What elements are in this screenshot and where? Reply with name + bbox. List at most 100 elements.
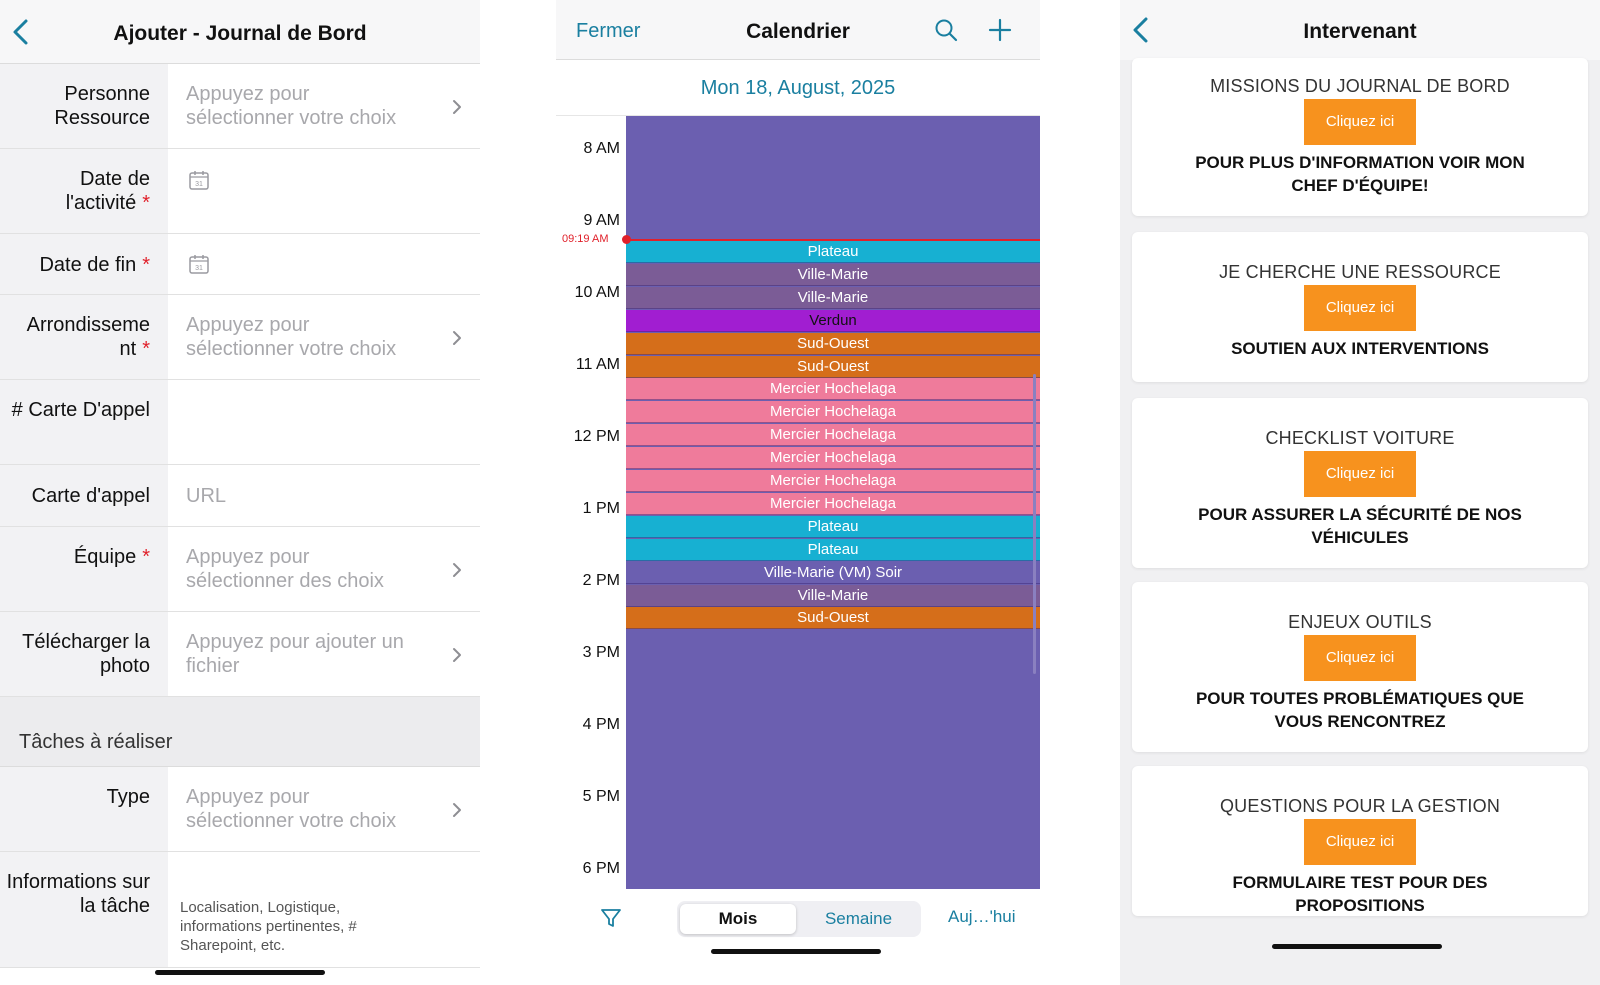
- search-icon[interactable]: [934, 18, 958, 42]
- calendar-event[interactable]: Mercier Hochelaga: [626, 401, 1040, 424]
- card-title: MISSIONS DU JOURNAL DE BORD: [1210, 76, 1510, 96]
- field-value[interactable]: [168, 380, 480, 464]
- calendar-event[interactable]: Mercier Hochelaga: [626, 447, 1040, 470]
- card-title: JE CHERCHE UNE RESSOURCE: [1219, 262, 1501, 282]
- field-label-text: Équipe: [73, 546, 137, 568]
- current-time-line: [626, 239, 1040, 241]
- field-value[interactable]: Appuyez pour ajouter un fichier: [168, 612, 480, 696]
- field-label: Type: [0, 767, 168, 851]
- field-label-text: # Carte D'appel: [11, 399, 150, 421]
- info-card: QUESTIONS POUR LA GESTION Cliquez ici FORM…: [1132, 766, 1588, 916]
- calendar-event[interactable]: Ville-Marie: [626, 263, 1040, 286]
- field-value[interactable]: 31: [168, 234, 480, 294]
- cliquez-ici-button[interactable]: Cliquez ici: [1304, 285, 1416, 331]
- back-chevron-icon[interactable]: [10, 18, 32, 46]
- field-value[interactable]: Appuyez pour sélectionner votre choix: [168, 295, 480, 379]
- calendar-event[interactable]: Ville-Marie (VM) Soir: [626, 561, 1040, 584]
- field-value[interactable]: Appuyez pour sélectionner votre choix: [168, 767, 480, 851]
- field-placeholder: Appuyez pour ajouter un fichier: [186, 631, 404, 677]
- current-time-label: 09:19 AM: [562, 233, 609, 245]
- chevron-right-icon: [453, 647, 461, 662]
- filter-icon[interactable]: [600, 907, 622, 929]
- field-label-text: Informations sur la tâche: [6, 871, 150, 917]
- calendar-event[interactable]: Ville-Marie: [626, 584, 1040, 607]
- calendar-event[interactable]: Sud-Ouest: [626, 332, 1040, 355]
- form-row[interactable]: Date de fin * 31: [0, 234, 480, 295]
- cliquez-ici-button[interactable]: Cliquez ici: [1304, 99, 1416, 145]
- field-label: Arrondisseme nt *: [0, 295, 168, 379]
- section-header: Tâches à réaliser: [0, 697, 480, 767]
- form-row[interactable]: Type Appuyez pour sélectionner votre choi…: [0, 767, 480, 852]
- close-button[interactable]: Fermer: [576, 20, 641, 42]
- required-marker: *: [142, 254, 150, 276]
- page-title: Ajouter - Journal de Bord: [113, 22, 367, 45]
- hour-label: 8 AM: [583, 140, 620, 157]
- calendar-icon[interactable]: 31: [188, 253, 210, 275]
- field-label-text: Arrondisseme nt: [26, 314, 150, 360]
- field-value[interactable]: Appuyez pour sélectionner des choix: [168, 527, 480, 611]
- field-value[interactable]: 31: [168, 149, 480, 233]
- cliquez-ici-button[interactable]: Cliquez ici: [1304, 819, 1416, 865]
- form-row[interactable]: Informations sur la tâche Localisation, L…: [0, 852, 480, 968]
- segment-month[interactable]: Mois: [680, 904, 796, 934]
- field-label-text: Personne Ressource: [54, 83, 150, 129]
- hour-label: 6 PM: [582, 860, 620, 877]
- info-card: JE CHERCHE UNE RESSOURCE Cliquez ici SOUTI…: [1132, 232, 1588, 382]
- field-value[interactable]: URL: [168, 465, 480, 526]
- field-label: Carte d'appel: [0, 465, 168, 526]
- info-card: MISSIONS DU JOURNAL DE BORD Cliquez ici PO…: [1132, 58, 1588, 216]
- form-row[interactable]: Personne Ressource Appuyez pour sélection…: [0, 64, 480, 149]
- current-time-dot: [622, 235, 631, 244]
- segment-week[interactable]: Semaine: [824, 909, 893, 928]
- field-label: # Carte D'appel: [0, 380, 168, 464]
- page-title: Calendrier: [746, 20, 850, 43]
- svg-text:31: 31: [195, 265, 203, 272]
- calendar-icon[interactable]: 31: [188, 169, 210, 191]
- field-value[interactable]: Appuyez pour sélectionner votre choix: [168, 64, 480, 148]
- scrollbar[interactable]: [1033, 374, 1036, 674]
- cliquez-ici-button[interactable]: Cliquez ici: [1304, 451, 1416, 497]
- selected-date: Mon 18, August, 2025: [556, 60, 1040, 116]
- calendar-event[interactable]: Plateau: [626, 515, 1040, 538]
- field-label: Équipe *: [0, 527, 168, 611]
- field-placeholder: Appuyez pour sélectionner votre choix: [186, 314, 397, 360]
- chevron-right-icon: [453, 99, 461, 114]
- navigation-bar: Intervenant: [1120, 0, 1600, 60]
- calendar-event[interactable]: Mercier Hochelaga: [626, 492, 1040, 515]
- calendar-event[interactable]: Sud-Ouest: [626, 355, 1040, 378]
- calendar-event[interactable]: Sud-Ouest: [626, 607, 1040, 630]
- chevron-right-icon: [453, 330, 461, 345]
- form-row[interactable]: Télécharger la photo Appuyez pour ajouter…: [0, 612, 480, 697]
- add-icon[interactable]: [988, 18, 1012, 42]
- hour-label: 3 PM: [582, 644, 620, 661]
- calendar-event[interactable]: Verdun: [626, 309, 1040, 332]
- hour-label: 12 PM: [573, 428, 620, 445]
- form-row[interactable]: # Carte D'appel: [0, 380, 480, 465]
- journal-form-screen: Ajouter - Journal de Bord Personne Resso…: [0, 0, 480, 985]
- form-row[interactable]: Arrondisseme nt * Appuyez pour sélectionne…: [0, 295, 480, 380]
- cliquez-ici-button[interactable]: Cliquez ici: [1304, 635, 1416, 681]
- field-label-text: Date de l'activité: [65, 168, 150, 214]
- back-chevron-icon[interactable]: [1130, 16, 1152, 44]
- form-row[interactable]: Carte d'appel URL: [0, 465, 480, 527]
- field-value[interactable]: Localisation, Logistique, informations p…: [168, 852, 480, 967]
- calendar-event[interactable]: Plateau: [626, 538, 1040, 561]
- calendar-event[interactable]: Mercier Hochelaga: [626, 424, 1040, 447]
- today-button[interactable]: Auj…'hui: [948, 907, 1016, 926]
- calendar-event[interactable]: Mercier Hochelaga: [626, 378, 1040, 401]
- form-row[interactable]: Équipe * Appuyez pour sélectionner des cho…: [0, 527, 480, 612]
- day-timeline[interactable]: 8 AM 9 AM 10 AM 11 AM 12 PM 1 PM 2 PM 3 PM 4 PM 5…: [556, 116, 1040, 889]
- page-title: Intervenant: [1303, 20, 1417, 43]
- form-row[interactable]: Date de l'activité * 31: [0, 149, 480, 234]
- field-placeholder: URL: [186, 485, 227, 507]
- card-subtitle: POUR PLUS D'INFORMATION VOIR MON CHEF D'…: [1195, 153, 1525, 195]
- required-marker: *: [142, 192, 150, 214]
- card-subtitle: POUR ASSURER LA SÉCURITÉ DE NOS VÉHICULE…: [1198, 505, 1522, 547]
- footer-bar: [1120, 938, 1600, 985]
- calendar-event[interactable]: Mercier Hochelaga: [626, 470, 1040, 492]
- field-label: Date de fin *: [0, 234, 168, 294]
- card-title: ENJEUX OUTILS: [1288, 612, 1432, 632]
- calendar-event[interactable]: Ville-Marie: [626, 286, 1040, 309]
- required-marker: *: [142, 546, 150, 568]
- calendar-event[interactable]: Plateau: [626, 241, 1040, 263]
